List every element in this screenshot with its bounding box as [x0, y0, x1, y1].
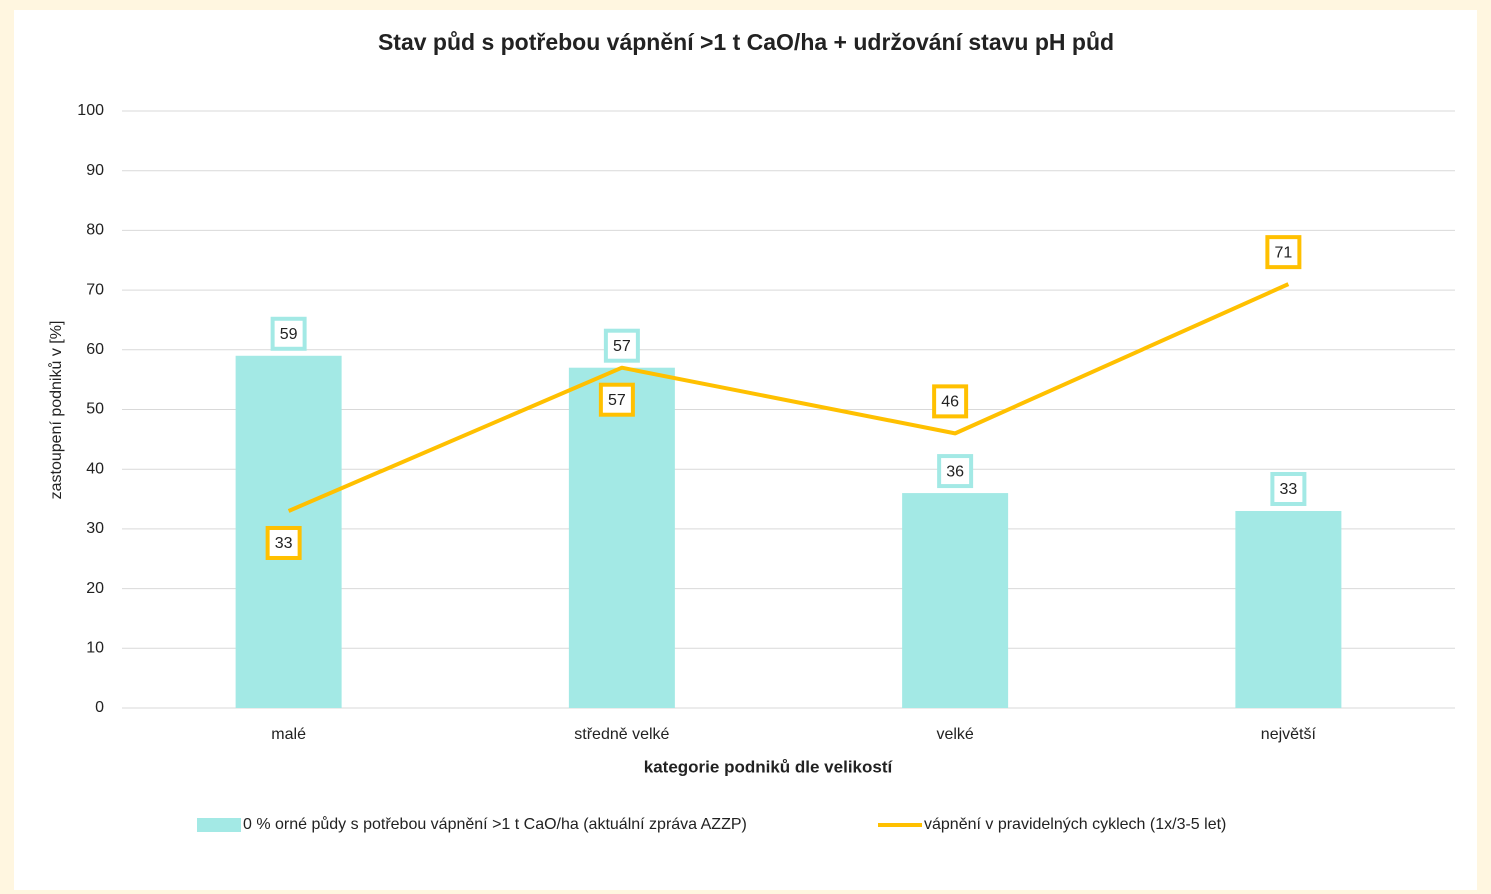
y-tick-label: 30: [86, 520, 104, 537]
data-label-box: [598, 382, 635, 417]
y-tick-label: 60: [86, 341, 104, 358]
bar: [568, 367, 675, 708]
data-label: 36: [946, 463, 964, 480]
x-tick-label: středně velké: [574, 726, 669, 743]
data-label: 33: [275, 535, 293, 552]
data-label: 33: [1279, 481, 1297, 498]
legend-label: vápnění v pravidelných cyklech (1x/3-5 l…: [924, 816, 1226, 833]
data-label-box: [270, 316, 307, 351]
data-label: 71: [1274, 244, 1292, 261]
line: [287, 282, 1290, 513]
data-label: 57: [608, 392, 626, 409]
y-tick-label: 0: [95, 699, 104, 716]
y-tick-label: 50: [86, 401, 104, 418]
y-tick-label: 100: [77, 102, 104, 119]
data-label-box: [1270, 471, 1307, 506]
legend-label: 0 % orné půdy s potřebou vápnění >1 t Ca…: [243, 815, 747, 833]
data-label-box: [937, 454, 974, 489]
data-label-box: [1265, 235, 1302, 270]
data-label-box: [932, 384, 969, 419]
y-tick-label: 10: [86, 640, 104, 657]
x-tick-label: velké: [936, 726, 973, 743]
x-axis-title: kategorie podniků dle velikostí: [644, 757, 894, 776]
bar: [1235, 510, 1342, 708]
bar: [902, 493, 1009, 708]
data-label: 57: [613, 338, 631, 355]
legend-swatch: [197, 818, 241, 832]
data-label: 59: [280, 326, 298, 343]
data-label-box: [265, 525, 302, 560]
y-tick-label: 90: [86, 162, 104, 179]
y-tick-label: 80: [86, 222, 104, 239]
y-tick-label: 20: [86, 580, 104, 597]
y-tick-label: 70: [86, 281, 104, 298]
chart-title: Stav půd s potřebou vápnění >1 t CaO/ha …: [378, 29, 1114, 55]
data-label-box: [603, 328, 640, 363]
x-tick-label: malé: [271, 726, 306, 743]
data-label: 46: [941, 394, 959, 411]
x-tick-label: největší: [1261, 726, 1317, 743]
y-tick-label: 40: [86, 460, 104, 477]
y-axis-title: zastoupení podniků v [%]: [47, 321, 65, 500]
